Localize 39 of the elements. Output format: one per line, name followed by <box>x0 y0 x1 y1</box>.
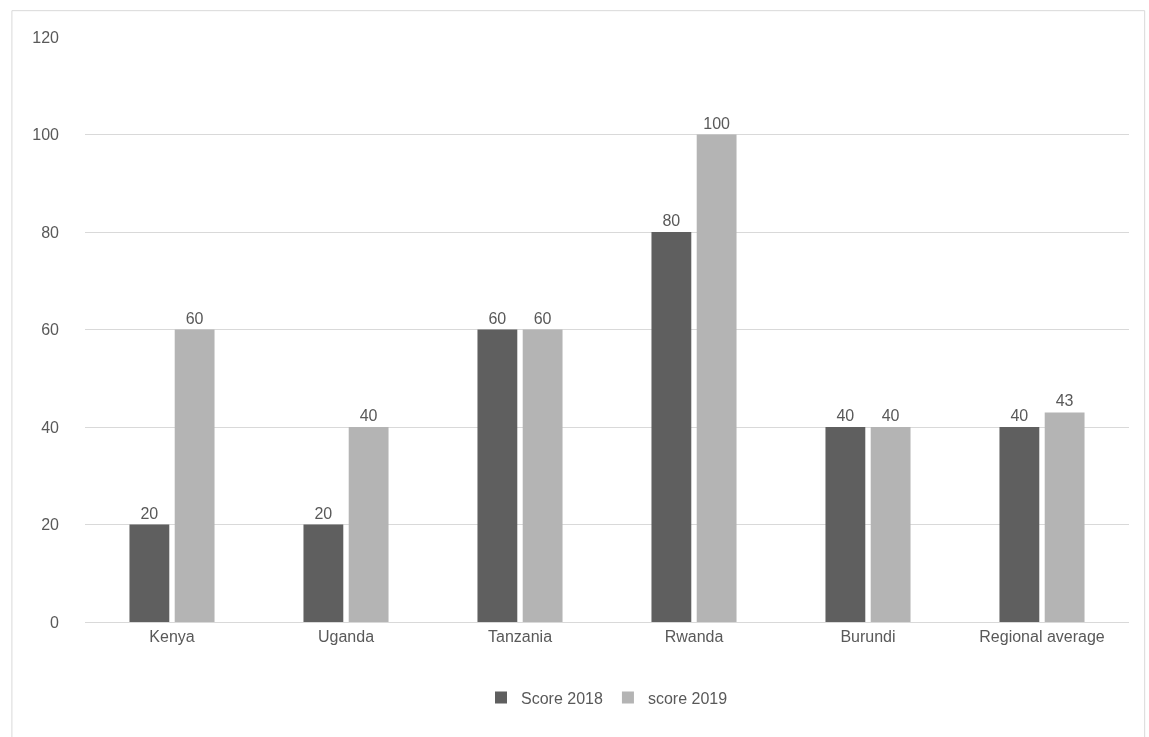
data-label: 60 <box>533 309 552 327</box>
data-label: 40 <box>359 407 378 424</box>
x-tick-label: Uganda <box>317 628 375 646</box>
data-label: 40 <box>1010 407 1029 424</box>
bar <box>303 524 344 622</box>
y-tick-label: 40 <box>41 418 60 436</box>
x-tick-label: Regional average <box>979 628 1105 646</box>
legend-label: Score 2018 <box>521 689 603 707</box>
y-tick-label: 80 <box>41 223 60 241</box>
bar <box>477 329 518 622</box>
x-tick-label: Tanzania <box>487 628 553 646</box>
y-tick-label: 100 <box>32 126 60 144</box>
y-tick-label: 0 <box>50 613 60 631</box>
y-tick-label: 20 <box>41 516 60 534</box>
x-tick-label: Rwanda <box>664 628 724 646</box>
data-label: 40 <box>836 407 855 424</box>
bar <box>129 524 170 622</box>
x-tick-label: Burundi <box>840 628 896 646</box>
bar <box>348 427 389 622</box>
data-label: 60 <box>488 309 507 327</box>
data-label: 40 <box>881 407 900 424</box>
bar <box>825 427 866 622</box>
bar <box>870 427 911 622</box>
x-tick-label: Kenya <box>149 628 195 646</box>
bar <box>1044 412 1085 622</box>
y-tick-label: 60 <box>41 321 60 339</box>
bar <box>522 329 563 622</box>
data-label: 80 <box>662 212 681 229</box>
data-label: 60 <box>185 309 204 327</box>
data-label: 43 <box>1055 392 1074 410</box>
y-tick-label: 120 <box>32 28 60 46</box>
bar <box>999 427 1040 622</box>
bar <box>651 232 692 622</box>
bar <box>174 329 215 622</box>
bar <box>696 134 737 622</box>
legend-label: score 2019 <box>647 689 728 707</box>
data-label: 20 <box>314 504 333 522</box>
data-label: 20 <box>140 504 159 522</box>
data-label: 100 <box>703 114 731 132</box>
